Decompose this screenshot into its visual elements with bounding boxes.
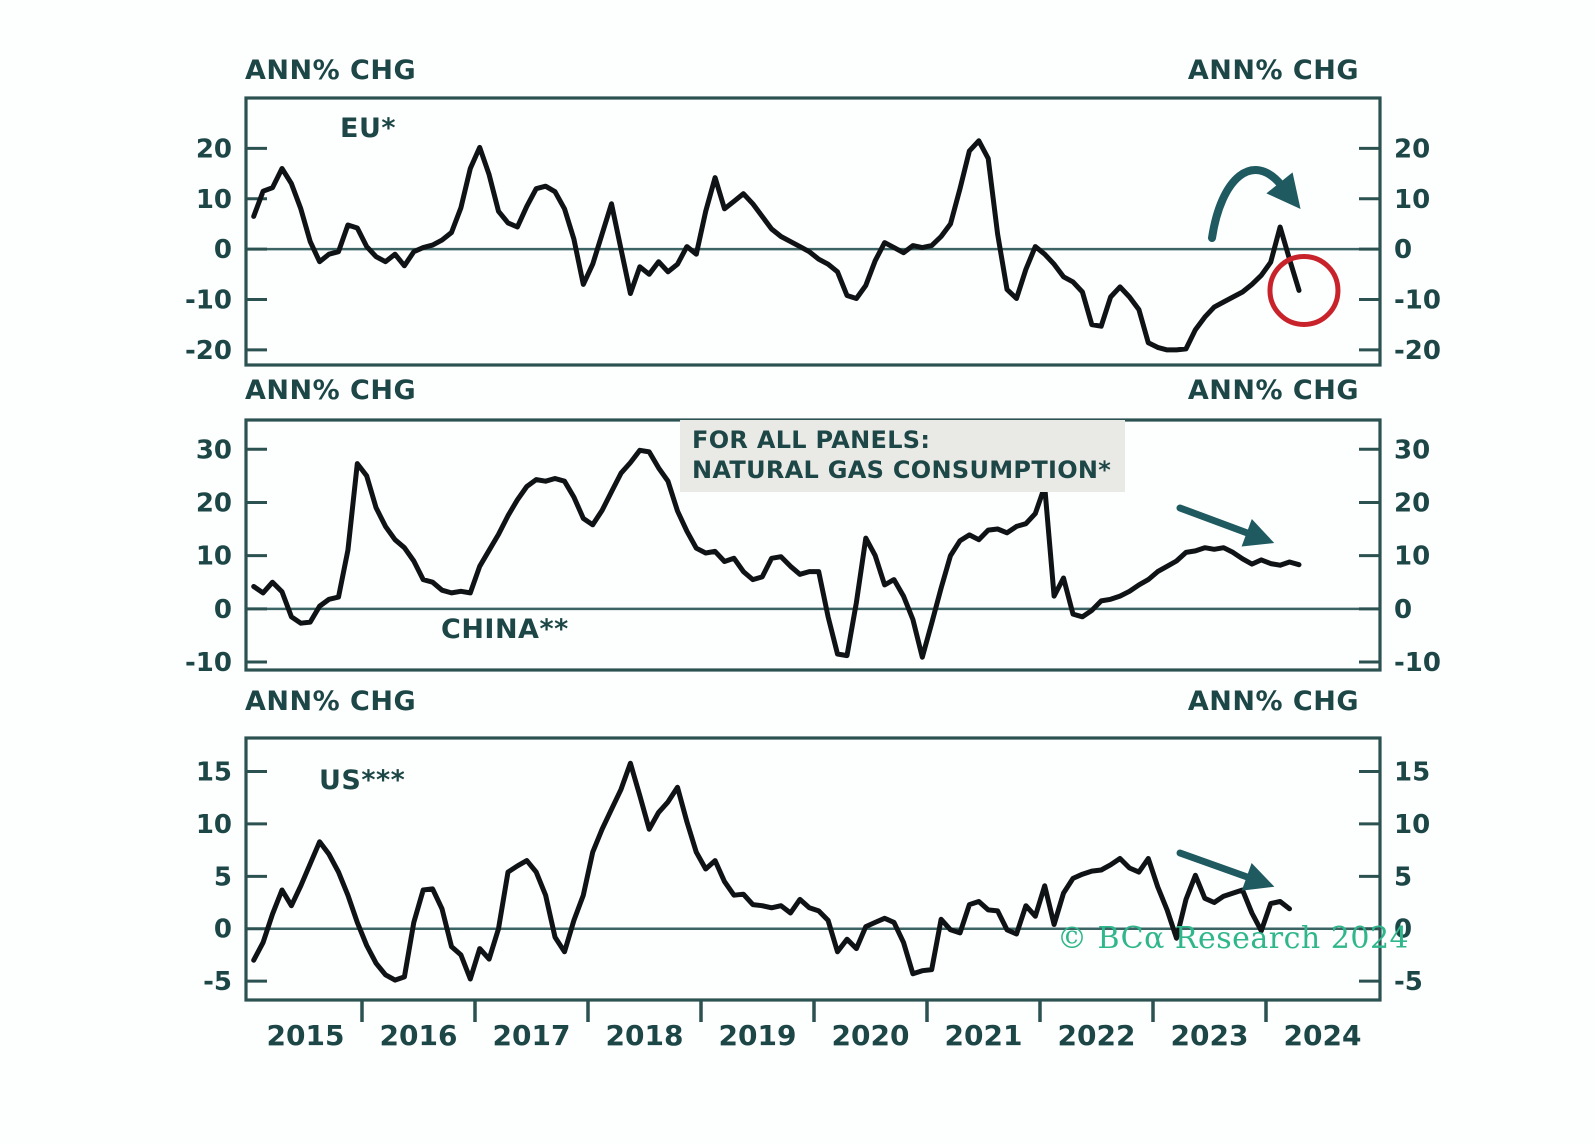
china-ytick-label-right: 20 bbox=[1394, 488, 1430, 518]
eu-highlight-circle bbox=[1267, 253, 1341, 327]
us-series-line bbox=[251, 760, 1292, 983]
china-ytick-label-left: 0 bbox=[214, 595, 232, 625]
axis-unit-label-top-right: ANN% CHG bbox=[1187, 55, 1359, 86]
axis-unit-label-bottom-right: ANN% CHG bbox=[1187, 686, 1359, 717]
axis-unit-label-middle-right: ANN% CHG bbox=[1187, 375, 1359, 406]
china-series-line bbox=[251, 447, 1302, 660]
annotation-note-box: FOR ALL PANELS: NATURAL GAS CONSUMPTION* bbox=[680, 420, 1126, 492]
annotation-note-line2: NATURAL GAS CONSUMPTION* bbox=[692, 456, 1112, 484]
eu-ytick-label-left: 0 bbox=[214, 235, 232, 265]
series-label-eu: EU* bbox=[340, 113, 396, 144]
eu-ytick-label-right: 20 bbox=[1394, 134, 1430, 164]
china-ytick-label-left: 20 bbox=[196, 488, 232, 518]
us-ytick-label-right: 10 bbox=[1394, 810, 1430, 840]
axis-unit-label-top-left: ANN% CHG bbox=[245, 55, 417, 86]
axis-unit-label-middle-left: ANN% CHG bbox=[245, 375, 417, 406]
x-axis-label-2017: 2017 bbox=[493, 1019, 571, 1052]
china-ytick-label-left: 30 bbox=[196, 435, 232, 465]
eu-panel-border bbox=[244, 96, 1382, 367]
x-axis-label-2021: 2021 bbox=[945, 1019, 1023, 1052]
x-axis-label-2022: 2022 bbox=[1058, 1019, 1136, 1052]
eu-rollover-arrow bbox=[1208, 166, 1301, 242]
us-ytick-label-left: -5 bbox=[203, 967, 232, 997]
eu-ytick-label-left: -20 bbox=[185, 336, 232, 366]
us-ytick-label-right: 0 bbox=[1394, 915, 1412, 945]
china-ytick-label-left: 10 bbox=[196, 542, 232, 572]
series-label-china: CHINA** bbox=[441, 614, 569, 645]
eu-ytick-label-left: 20 bbox=[196, 134, 232, 164]
eu-ytick-label-left: -10 bbox=[185, 286, 232, 316]
china-ytick-label-right: -10 bbox=[1394, 648, 1441, 678]
us-ytick-label-right: 15 bbox=[1394, 758, 1430, 788]
x-axis-label-2023: 2023 bbox=[1171, 1019, 1249, 1052]
eu-ytick-label-left: 10 bbox=[196, 185, 232, 215]
panel-eu: 20 20 10 10 0 0 -10 -10 -20 -20 bbox=[185, 96, 1441, 367]
us-ytick-label-left: 5 bbox=[214, 862, 232, 892]
x-axis-label-2019: 2019 bbox=[719, 1019, 797, 1052]
x-axis-label-2020: 2020 bbox=[832, 1019, 910, 1052]
eu-ytick-label-right: -20 bbox=[1394, 336, 1441, 366]
us-ytick-label-left: 0 bbox=[214, 915, 232, 945]
us-ytick-label-left: 10 bbox=[196, 810, 232, 840]
us-ytick-label-right: 5 bbox=[1394, 862, 1412, 892]
us-ytick-label-left: 15 bbox=[196, 758, 232, 788]
china-ytick-label-left: -10 bbox=[185, 648, 232, 678]
eu-ytick-label-right: 10 bbox=[1394, 185, 1430, 215]
us-trend-arrow bbox=[1176, 849, 1275, 891]
series-label-us: US*** bbox=[319, 765, 406, 796]
x-axis-label-2018: 2018 bbox=[606, 1019, 684, 1052]
annotation-note-line1: FOR ALL PANELS: bbox=[692, 426, 931, 454]
eu-series-line bbox=[251, 138, 1302, 353]
x-axis-label-2015: 2015 bbox=[267, 1019, 345, 1052]
bca-research-watermark: © BCα Research 2024 bbox=[1057, 921, 1410, 956]
china-ytick-label-right: 10 bbox=[1394, 542, 1430, 572]
us-panel-border bbox=[244, 736, 1382, 1002]
china-ytick-label-right: 0 bbox=[1394, 595, 1412, 625]
x-axis-label-2024: 2024 bbox=[1284, 1019, 1362, 1052]
china-trend-arrow bbox=[1176, 504, 1275, 547]
x-axis-label-2016: 2016 bbox=[380, 1019, 458, 1052]
eu-ytick-label-right: 0 bbox=[1394, 235, 1412, 265]
axis-unit-label-bottom-left: ANN% CHG bbox=[245, 686, 417, 717]
eu-ytick-label-right: -10 bbox=[1394, 286, 1441, 316]
china-ytick-label-right: 30 bbox=[1394, 435, 1430, 465]
us-ytick-label-right: -5 bbox=[1394, 967, 1423, 997]
